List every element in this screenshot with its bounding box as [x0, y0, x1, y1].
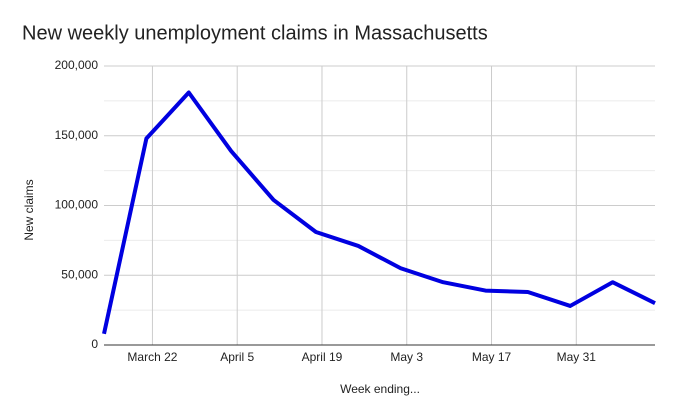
x-tick-label: May 3: [390, 350, 423, 364]
y-tick-label: 100,000: [55, 198, 99, 212]
x-tick-label: March 22: [127, 350, 177, 364]
x-tick-label: April 5: [220, 350, 254, 364]
y-tick-label: 150,000: [55, 128, 99, 142]
y-tick-label: 50,000: [61, 267, 98, 281]
chart-title: New weekly unemployment claims in Massac…: [22, 22, 488, 44]
x-tick-label: May 17: [472, 350, 512, 364]
y-axis-label: New claims: [22, 179, 36, 240]
x-axis-label: Week ending...: [340, 382, 420, 396]
y-tick-label: 200,000: [55, 58, 99, 72]
x-tick-label: May 31: [557, 350, 597, 364]
x-tick-label: April 19: [302, 350, 343, 364]
line-series: [102, 90, 656, 335]
y-tick-label: 0: [91, 337, 98, 351]
